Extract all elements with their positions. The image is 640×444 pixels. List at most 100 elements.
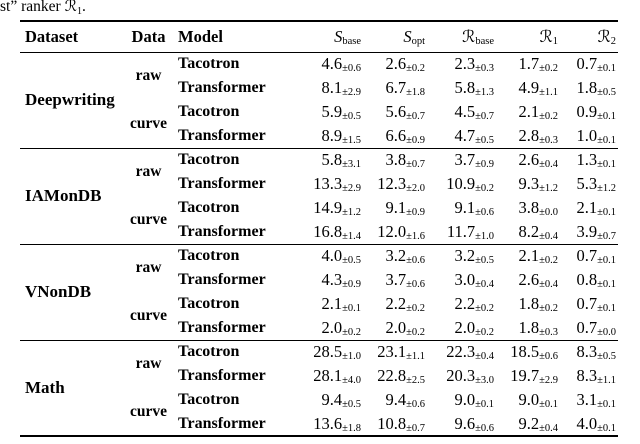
metric-value: 2.0 <box>454 317 476 337</box>
plus-minus-sign: ± <box>475 303 481 314</box>
metric-error: 0.3 <box>480 63 494 75</box>
metric-value: 1.3 <box>576 150 598 170</box>
metric-error: 0.6 <box>411 279 425 290</box>
plus-minus-sign: ± <box>475 279 481 290</box>
metric-value: 1.7 <box>518 54 540 74</box>
plus-minus-sign: ± <box>539 159 545 171</box>
metric-value: 0.7 <box>576 317 598 337</box>
data-type-cell: raw <box>135 67 162 85</box>
plus-minus-sign: ± <box>539 351 545 363</box>
model-cell: Transformer <box>178 271 266 288</box>
metric-value: 22.3 <box>446 342 476 362</box>
metric-error: 0.7 <box>411 111 425 122</box>
metric-error: 0.0 <box>602 326 616 338</box>
metric-value: 3.7 <box>385 270 407 289</box>
table-header: Dataset Data Model Sbase Sopt ℛbase ℛ1 ℛ2 <box>20 21 618 52</box>
metric-value-cell: 4.5±0.7 <box>427 100 496 124</box>
plus-minus-sign: ± <box>597 399 603 410</box>
metric-value: 3.2 <box>454 246 476 266</box>
metric-value-cell: 9.6±0.6 <box>427 412 496 436</box>
model-cell: Transformer <box>178 126 266 144</box>
metric-value-cell: 12.3±2.0 <box>363 172 427 196</box>
metric-error: 2.0 <box>411 183 425 194</box>
metric-value: 28.5 <box>313 342 343 362</box>
metric-error: 1.1 <box>411 351 425 363</box>
metric-error: 0.4 <box>480 351 494 363</box>
metric-value-cell: 9.0±0.1 <box>427 388 496 412</box>
plus-minus-sign: ± <box>597 326 603 338</box>
metric-value: 4.0 <box>576 413 598 433</box>
metric-error: 0.6 <box>480 422 494 434</box>
metric-error: 0.4 <box>544 159 558 171</box>
plus-minus-sign: ± <box>342 255 348 267</box>
plus-minus-sign: ± <box>597 63 603 75</box>
metric-value-cell: 3.2±0.6 <box>363 244 427 268</box>
plus-minus-sign: ± <box>406 255 412 267</box>
plus-minus-sign: ± <box>342 279 348 290</box>
metric-value: 13.6 <box>313 413 343 433</box>
metric-value: 3.8 <box>518 198 540 217</box>
metric-value: 14.9 <box>313 198 343 217</box>
plus-minus-sign: ± <box>342 159 348 171</box>
metric-subscript: 2 <box>610 35 616 47</box>
metric-value-cell: 3.8±0.7 <box>363 148 427 172</box>
metric-error: 1.6 <box>411 230 425 242</box>
plus-minus-sign: ± <box>406 279 412 290</box>
metric-value-cell: 3.7±0.6 <box>363 268 427 292</box>
model-cell: Tacotron <box>178 151 240 169</box>
metric-value-cell: 3.9±0.7 <box>560 220 618 244</box>
metric-value-cell: 5.9±0.5 <box>295 100 363 124</box>
dataset-cell: Deepwriting <box>25 90 115 109</box>
metric-error: 1.1 <box>544 87 558 98</box>
metric-error: 0.1 <box>544 399 558 410</box>
metric-value: 2.1 <box>576 198 598 217</box>
data-type-cell: curve <box>129 114 167 132</box>
metric-error: 0.4 <box>544 230 558 242</box>
metric-value-cell: 8.3±0.5 <box>560 340 618 364</box>
metric-value: 12.0 <box>377 221 407 241</box>
metric-error: 0.9 <box>411 134 425 146</box>
metric-value: 8.9 <box>321 125 343 145</box>
metric-symbol: S <box>334 26 343 46</box>
plus-minus-sign: ± <box>597 422 603 434</box>
plus-minus-sign: ± <box>475 207 481 218</box>
metric-subscript: base <box>475 35 494 47</box>
metric-value: 11.7 <box>446 221 476 241</box>
metric-value: 2.8 <box>518 125 540 145</box>
metric-value: 16.8 <box>313 221 343 241</box>
table-row: IAMonDB raw Tacotron 5.8±3.1 3.8±0.7 3.7±0.9 2… <box>20 148 618 205</box>
metric-value: 4.6 <box>321 54 343 74</box>
metric-value-cell: 3.8±0.0 <box>496 196 560 220</box>
data-type-cell: raw <box>135 259 162 277</box>
metric-value: 8.1 <box>321 78 343 97</box>
metric-subscript: base <box>342 35 361 47</box>
metric-value-cell: 2.6±0.4 <box>496 148 560 172</box>
metric-value: 13.3 <box>313 174 343 193</box>
metric-value: 2.1 <box>518 102 540 121</box>
metric-value: 9.1 <box>385 198 407 217</box>
model-cell: Tacotron <box>178 103 240 120</box>
metric-value-cell: 19.7±2.9 <box>496 364 560 388</box>
plus-minus-sign: ± <box>539 207 545 218</box>
metric-symbol: ℛ <box>539 26 553 46</box>
metric-value-cell: 9.0±0.1 <box>496 388 560 412</box>
plus-minus-sign: ± <box>342 111 348 122</box>
metric-value: 2.6 <box>385 54 407 74</box>
metric-error: 0.2 <box>544 255 558 267</box>
plus-minus-sign: ± <box>406 183 412 194</box>
metric-value: 0.7 <box>576 54 598 74</box>
metric-value: 2.1 <box>321 294 343 313</box>
metric-value: 5.3 <box>576 174 598 193</box>
metric-value-cell: 10.8±0.7 <box>363 412 427 436</box>
metric-value: 0.7 <box>576 246 598 266</box>
table-row: curve Tacotron 5.9±0.5 5.6±0.7 4.5±0.7 2.1±0.… <box>20 100 618 132</box>
plus-minus-sign: ± <box>597 255 603 267</box>
metric-error: 0.1 <box>602 207 616 218</box>
metric-value: 3.7 <box>454 150 476 170</box>
metric-value-cell: 0.9±0.1 <box>560 100 618 124</box>
metric-value-cell: 8.9±1.5 <box>295 124 363 148</box>
metric-value: 20.3 <box>446 366 476 385</box>
metric-value-cell: 4.7±0.5 <box>427 124 496 148</box>
data-type-cell: curve <box>129 210 167 228</box>
